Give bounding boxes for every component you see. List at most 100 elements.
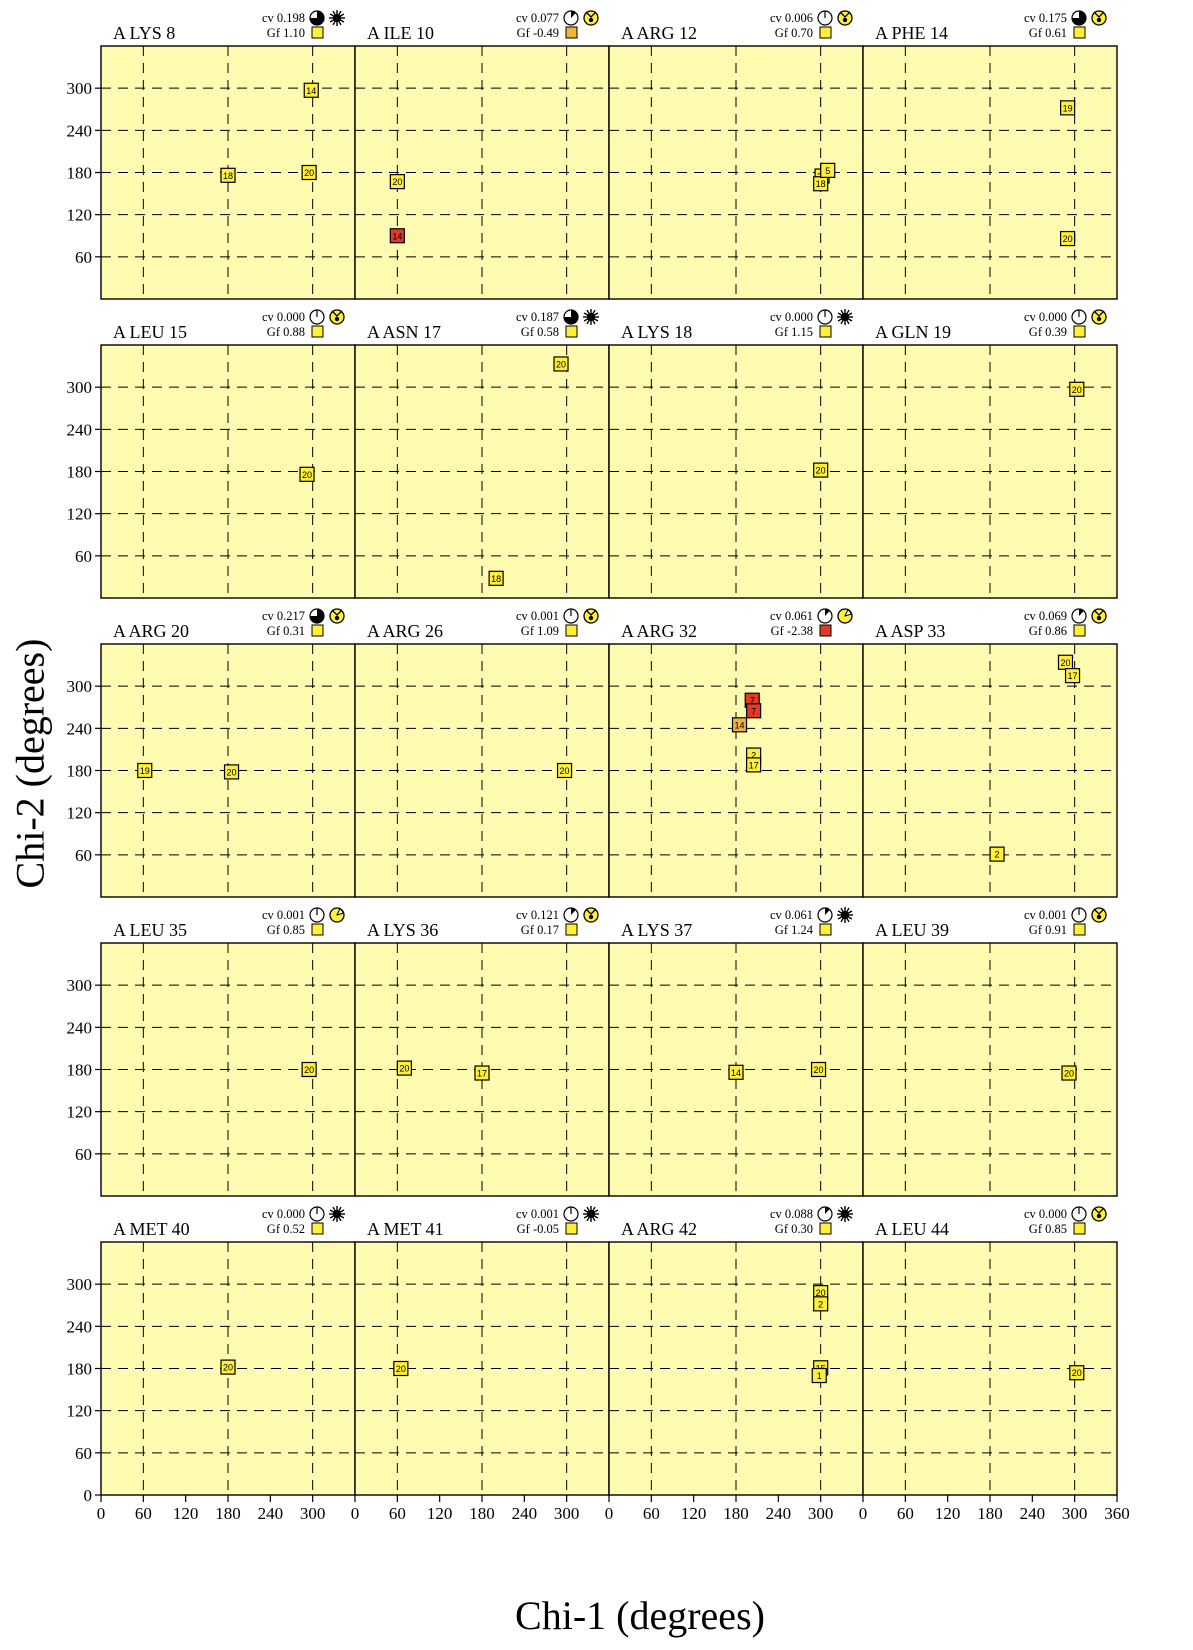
panel-17-status-icon	[329, 1206, 345, 1222]
panel-5-status-icon	[329, 309, 345, 325]
panel-16-point	[1061, 1065, 1077, 1081]
panel-2-point	[389, 228, 405, 244]
panel-13-title: A LEU 35	[113, 920, 187, 940]
panel-13-ytick-label: 120	[67, 1103, 93, 1122]
panel-15-point-label: 20	[814, 1065, 824, 1075]
panel-12-point	[1064, 668, 1081, 684]
panel-9-ytick-label: 240	[67, 719, 93, 738]
panel-18-xtick-label: 180	[469, 1504, 495, 1523]
panel-6-point-label: 18	[491, 574, 501, 584]
panel-9-point	[137, 762, 153, 779]
panel-19-xtick-label: 180	[723, 1504, 749, 1523]
panel-2-point-label: 14	[392, 231, 402, 241]
panel-19-point-label: 1	[817, 1371, 822, 1381]
panel-16-status-icon	[1091, 907, 1107, 923]
panel-3-gf-swatch	[819, 26, 832, 39]
panel-20-xtick-label: 120	[935, 1504, 961, 1523]
panel-16-cv-label: cv 0.001	[1024, 908, 1067, 922]
panel-9-ytick-label: 180	[67, 762, 93, 781]
panel-17-xtick-label: 120	[173, 1504, 199, 1523]
panel-3-cv-pie-icon	[817, 10, 833, 26]
panel-3-point	[820, 162, 836, 178]
panel-13-cv-label: cv 0.001	[262, 908, 305, 922]
panel-19-gf-swatch	[819, 1222, 832, 1235]
panel-11-point	[746, 757, 762, 773]
panel-14-point-label: 20	[399, 1064, 409, 1074]
panel-7-gf-label: Gf 1.15	[775, 325, 813, 339]
panel-14-gf-label: Gf 0.17	[521, 923, 559, 937]
panel-12-point-label: 20	[1060, 658, 1070, 668]
panel-11-gf-swatch	[819, 624, 832, 637]
panel-12-gf-label: Gf 0.86	[1029, 624, 1067, 638]
panel-11-cv-label: cv 0.061	[770, 609, 813, 623]
panel-5-ytick-label: 300	[67, 378, 93, 397]
panel-17-title: A MET 40	[113, 1219, 190, 1239]
panel-1-point-label: 14	[306, 86, 316, 96]
panel-16-gf-label: Gf 0.91	[1029, 923, 1067, 937]
panel-7-title: A LYS 18	[621, 322, 692, 342]
panel-5-cv-pie-icon	[309, 309, 325, 325]
panel-5-title: A LEU 15	[113, 322, 187, 342]
panel-11-point	[746, 703, 762, 719]
panel-17-ytick-label: 120	[67, 1402, 93, 1421]
panel-17-xtick-label: 60	[135, 1504, 152, 1523]
panel-1-point-label: 20	[304, 168, 314, 178]
panel-4-status-icon	[1091, 10, 1107, 26]
panel-13-ytick-label: 60	[75, 1145, 92, 1164]
panel-12-cv-label: cv 0.069	[1024, 609, 1067, 623]
panel-9-point-label: 20	[227, 767, 237, 777]
x-axis-title: Chi-1 (degrees)	[515, 1593, 765, 1638]
panel-3-cv-label: cv 0.006	[770, 11, 813, 25]
panel-17-ytick-label: 300	[67, 1275, 93, 1294]
panel-15-point	[728, 1064, 744, 1080]
panel-16-point-label: 20	[1064, 1069, 1074, 1079]
panel-5-ytick-label: 240	[67, 420, 93, 439]
panel-10-title: A ARG 26	[367, 621, 443, 641]
panel-1-point	[301, 164, 317, 181]
panel-8-point-label: 20	[1072, 385, 1082, 395]
panel-11-gf-label: Gf -2.38	[771, 624, 813, 638]
panel-8-title: A GLN 19	[875, 322, 951, 342]
panel-16-frame	[862, 942, 1118, 1197]
panel-19-point-label: 2	[818, 1299, 823, 1309]
panel-7-point-label: 20	[816, 466, 826, 476]
panel-2-status-icon	[583, 10, 599, 26]
panel-20-gf-swatch	[1073, 1222, 1086, 1235]
panel-13-gf-swatch	[311, 923, 324, 936]
panel-5-gf-swatch	[311, 325, 324, 338]
panel-12-gf-swatch	[1073, 624, 1086, 637]
panel-18-cv-label: cv 0.001	[516, 1207, 559, 1221]
panel-18-xtick-label: 0	[351, 1504, 360, 1523]
panel-1-gf-swatch	[311, 26, 324, 39]
panel-18-gf-swatch	[565, 1222, 578, 1235]
panel-1-ytick-label: 240	[67, 121, 93, 140]
panel-1-cv-label: cv 0.198	[262, 11, 305, 25]
panel-2-cv-pie-icon	[563, 10, 579, 26]
panel-19-xtick-label: 0	[605, 1504, 614, 1523]
panel-19-title: A ARG 42	[621, 1219, 697, 1239]
panel-18-xtick-label: 60	[389, 1504, 406, 1523]
panel-4-frame	[862, 45, 1118, 300]
panel-19-point	[811, 1367, 827, 1384]
panel-17-gf-label: Gf 0.52	[267, 1222, 305, 1236]
panel-14-status-icon	[583, 907, 599, 923]
panel-17-ytick-label: 180	[67, 1360, 93, 1379]
panel-4-point	[1060, 230, 1076, 247]
panel-18-xtick-label: 240	[512, 1504, 538, 1523]
panel-17-ytick-label: 240	[67, 1317, 93, 1336]
panel-1-cv-pie-icon	[309, 10, 325, 26]
panel-12-point	[989, 846, 1005, 862]
panel-6-cv-pie-icon	[563, 309, 579, 325]
panel-2-point-label: 20	[392, 177, 402, 187]
panel-9-cv-pie-icon	[309, 608, 325, 624]
panel-17-gf-swatch	[311, 1222, 324, 1235]
panel-4-point-label: 20	[1063, 234, 1073, 244]
panel-20-xtick-label: 360	[1104, 1504, 1130, 1523]
panel-17-cv-pie-icon	[309, 1206, 325, 1222]
panel-1-ytick-label: 120	[67, 206, 93, 225]
panel-6-point-label: 20	[556, 359, 566, 369]
panel-8-frame	[862, 344, 1118, 599]
panel-6-title: A ASN 17	[367, 322, 441, 342]
panel-7-cv-label: cv 0.000	[770, 310, 813, 324]
